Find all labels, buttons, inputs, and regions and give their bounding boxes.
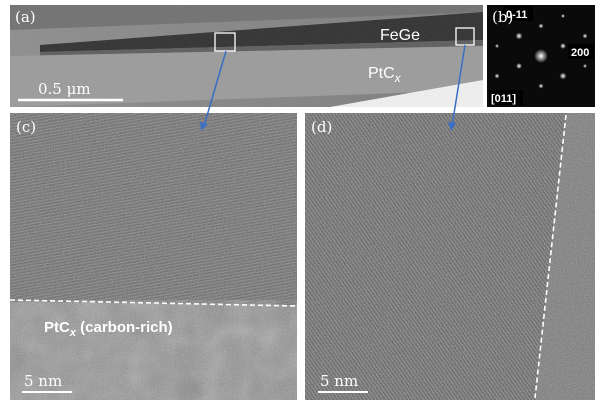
panel-label: (d) [311, 118, 332, 136]
spot-label: 200 [571, 47, 589, 59]
scale-bar-label: 0.5 μm [38, 80, 91, 98]
scale-bar-label: 5 nm [24, 372, 62, 390]
figure: (a) FeGe PtCx 0.5 μm (b) 0-11 200 [011] … [0, 0, 600, 403]
panel-label: (c) [16, 118, 36, 136]
region-label-suffix: (carbon-rich) [76, 319, 173, 336]
spot-label: 0-11 [506, 9, 527, 21]
scale-bar-label: 5 nm [320, 372, 358, 390]
panel-label: (a) [15, 8, 36, 26]
layer-label: FeGe [380, 27, 420, 44]
region-label-text: PtC [44, 319, 70, 336]
layer-label-text: PtC [368, 65, 395, 82]
panel-c [10, 113, 297, 400]
panel-d [305, 113, 595, 400]
zone-axis-label: [011] [491, 93, 516, 105]
layer-label-subscript: x [394, 71, 402, 85]
